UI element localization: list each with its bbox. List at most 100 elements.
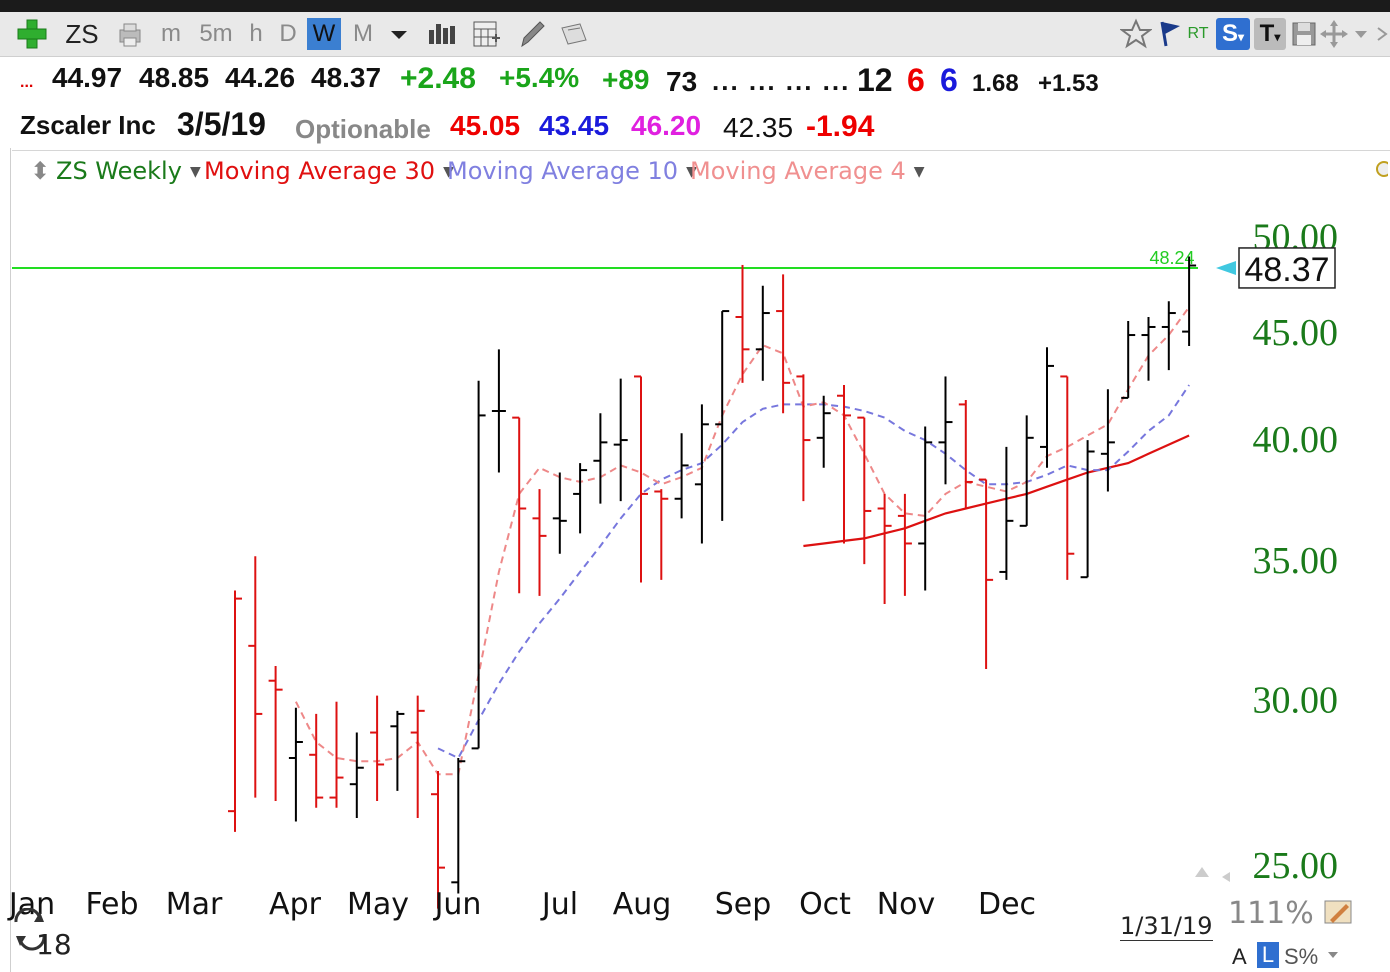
auto-scale-button[interactable]: A (1232, 944, 1247, 969)
toolbar: ZS m 5m h D W M RT S▾ T▾ (0, 12, 1390, 57)
legend-ma4-label: Moving Average 4 (690, 157, 906, 185)
price-change: -1.94 (806, 110, 875, 143)
y-tick-label: 30.00 (1253, 680, 1339, 722)
legend-series[interactable]: ZS Weekly ▼ (56, 157, 201, 185)
scroll-up-icon (1195, 867, 1209, 877)
tab-monthly[interactable]: M (353, 20, 373, 47)
x-month-label: May (347, 887, 409, 922)
y-tick-label: 35.00 (1253, 540, 1339, 582)
y-tick-label: 45.00 (1253, 312, 1339, 354)
quote-delta: +1.53 (1038, 70, 1099, 97)
save-icon[interactable] (1290, 18, 1318, 50)
star-icon[interactable] (1120, 18, 1154, 50)
quote-ellipsis: ... (20, 74, 34, 91)
quote-open: 44.97 (52, 62, 123, 93)
tab-daily[interactable]: D (279, 20, 297, 47)
x-month-label: Sep (715, 887, 772, 922)
price-black: 42.35 (723, 112, 794, 143)
tab-minute[interactable]: m (161, 20, 181, 47)
quote-low: 44.26 (225, 62, 296, 93)
price-blue: 43.45 (539, 110, 610, 141)
chevron-down-icon: ▼ (443, 164, 454, 180)
pencil-icon[interactable] (516, 18, 550, 50)
x-month-label: Aug (613, 887, 672, 922)
chevron-down-icon: ▼ (686, 164, 697, 180)
bar-chart-icon[interactable] (424, 18, 460, 50)
quote-value-2: 73 (666, 66, 698, 97)
resize-handle-icon[interactable]: ⬍ (30, 157, 51, 185)
quote-dots: ... ... ... ... (712, 66, 851, 96)
price-magenta: 46.20 (631, 110, 702, 141)
quote-change: +2.48 (400, 62, 476, 95)
quote-count-3: 6 (940, 62, 958, 98)
legend-series-label: ZS Weekly (56, 157, 182, 185)
title-strip (0, 0, 1390, 12)
quote-ratio: 1.68 (972, 70, 1019, 97)
quote-last: 48.37 (311, 62, 382, 93)
quote-date: 3/5/19 (177, 106, 266, 142)
chevron-down-icon: ▼ (913, 164, 925, 180)
ma30-line (803, 434, 1190, 548)
scroll-left-icon (1222, 872, 1230, 882)
last-price-pointer (1216, 260, 1236, 275)
x-month-label: Jul (540, 887, 578, 922)
quote-count-1: 12 (857, 62, 893, 98)
x-month-label: Oct (799, 887, 851, 922)
tab-hourly[interactable]: h (249, 20, 263, 47)
x-month-label: Mar (166, 887, 223, 922)
quote-high: 48.85 (139, 62, 210, 93)
y-tick-label: 40.00 (1253, 419, 1339, 461)
t-menu-label: T (1259, 20, 1275, 47)
print-icon[interactable] (114, 18, 148, 50)
ma10-line (437, 384, 1190, 760)
scale-dropdown-icon[interactable] (1326, 948, 1340, 967)
legend-ma10-label: Moving Average 10 (447, 157, 679, 185)
resistance-label: 48.24 (1149, 248, 1194, 268)
settings-icon[interactable] (1372, 157, 1390, 187)
last-price-label: 48.37 (1244, 251, 1329, 289)
optionable-label: Optionable (295, 114, 431, 144)
x-month-label: Nov (877, 887, 936, 922)
ruler-icon[interactable] (1322, 898, 1356, 933)
quote-row: ... 44.97 48.85 44.26 48.37 +2.48 +5.4% … (0, 60, 1390, 100)
legend-ma30-label: Moving Average 30 (204, 157, 436, 185)
y-tick-label: 25.00 (1253, 845, 1339, 887)
timeframe-dropdown-icon[interactable] (384, 18, 414, 50)
calculator-icon[interactable] (470, 18, 506, 50)
quote-count-2: 6 (907, 62, 925, 98)
log-scale-button[interactable]: L (1257, 942, 1279, 968)
add-icon[interactable] (16, 18, 50, 50)
last-price-box (1238, 247, 1336, 289)
move-icon[interactable] (1320, 18, 1348, 50)
cursor-date: 1/31/19 (1120, 912, 1213, 941)
s-menu-button[interactable]: S▾ (1216, 18, 1250, 50)
symbol-field[interactable]: ZS (65, 19, 99, 49)
company-name: Zscaler Inc (20, 110, 156, 140)
percent-scale-button[interactable]: S% (1284, 944, 1319, 969)
legend-ma4[interactable]: Moving Average 4 ▼ (690, 157, 925, 185)
chevron-down-icon: ▼ (189, 164, 201, 180)
quote-change-pct: +5.4% (499, 62, 580, 93)
chart-left-border (10, 148, 11, 972)
chart-legend: ⬍ ZS Weekly ▼ Moving Average 30 ▼ Moving A… (12, 150, 1390, 187)
info-row: Zscaler Inc 3/5/19 Optionable 45.05 43.4… (0, 106, 1390, 146)
flag-icon[interactable] (1156, 18, 1184, 50)
x-month-label: Apr (269, 887, 322, 922)
move-dropdown-icon[interactable] (1350, 18, 1372, 50)
tab-weekly[interactable]: W (307, 18, 341, 50)
x-month-label: Jun (433, 887, 482, 922)
legend-ma30[interactable]: Moving Average 30 ▼ (204, 157, 454, 185)
notes-icon[interactable] (558, 18, 592, 50)
legend-ma10[interactable]: Moving Average 10 ▼ (447, 157, 697, 185)
t-menu-button[interactable]: T▾ (1254, 18, 1286, 50)
realtime-toggle[interactable]: RT (1187, 25, 1209, 42)
zoom-level[interactable]: 111% (1228, 896, 1314, 931)
s-menu-label: S (1221, 20, 1238, 47)
tab-5-minute[interactable]: 5m (199, 20, 233, 47)
x-month-label: Feb (85, 887, 138, 922)
scroll-right-icon[interactable] (1374, 18, 1390, 50)
x-month-label: Dec (978, 887, 1036, 922)
refresh-icon[interactable] (10, 907, 50, 952)
